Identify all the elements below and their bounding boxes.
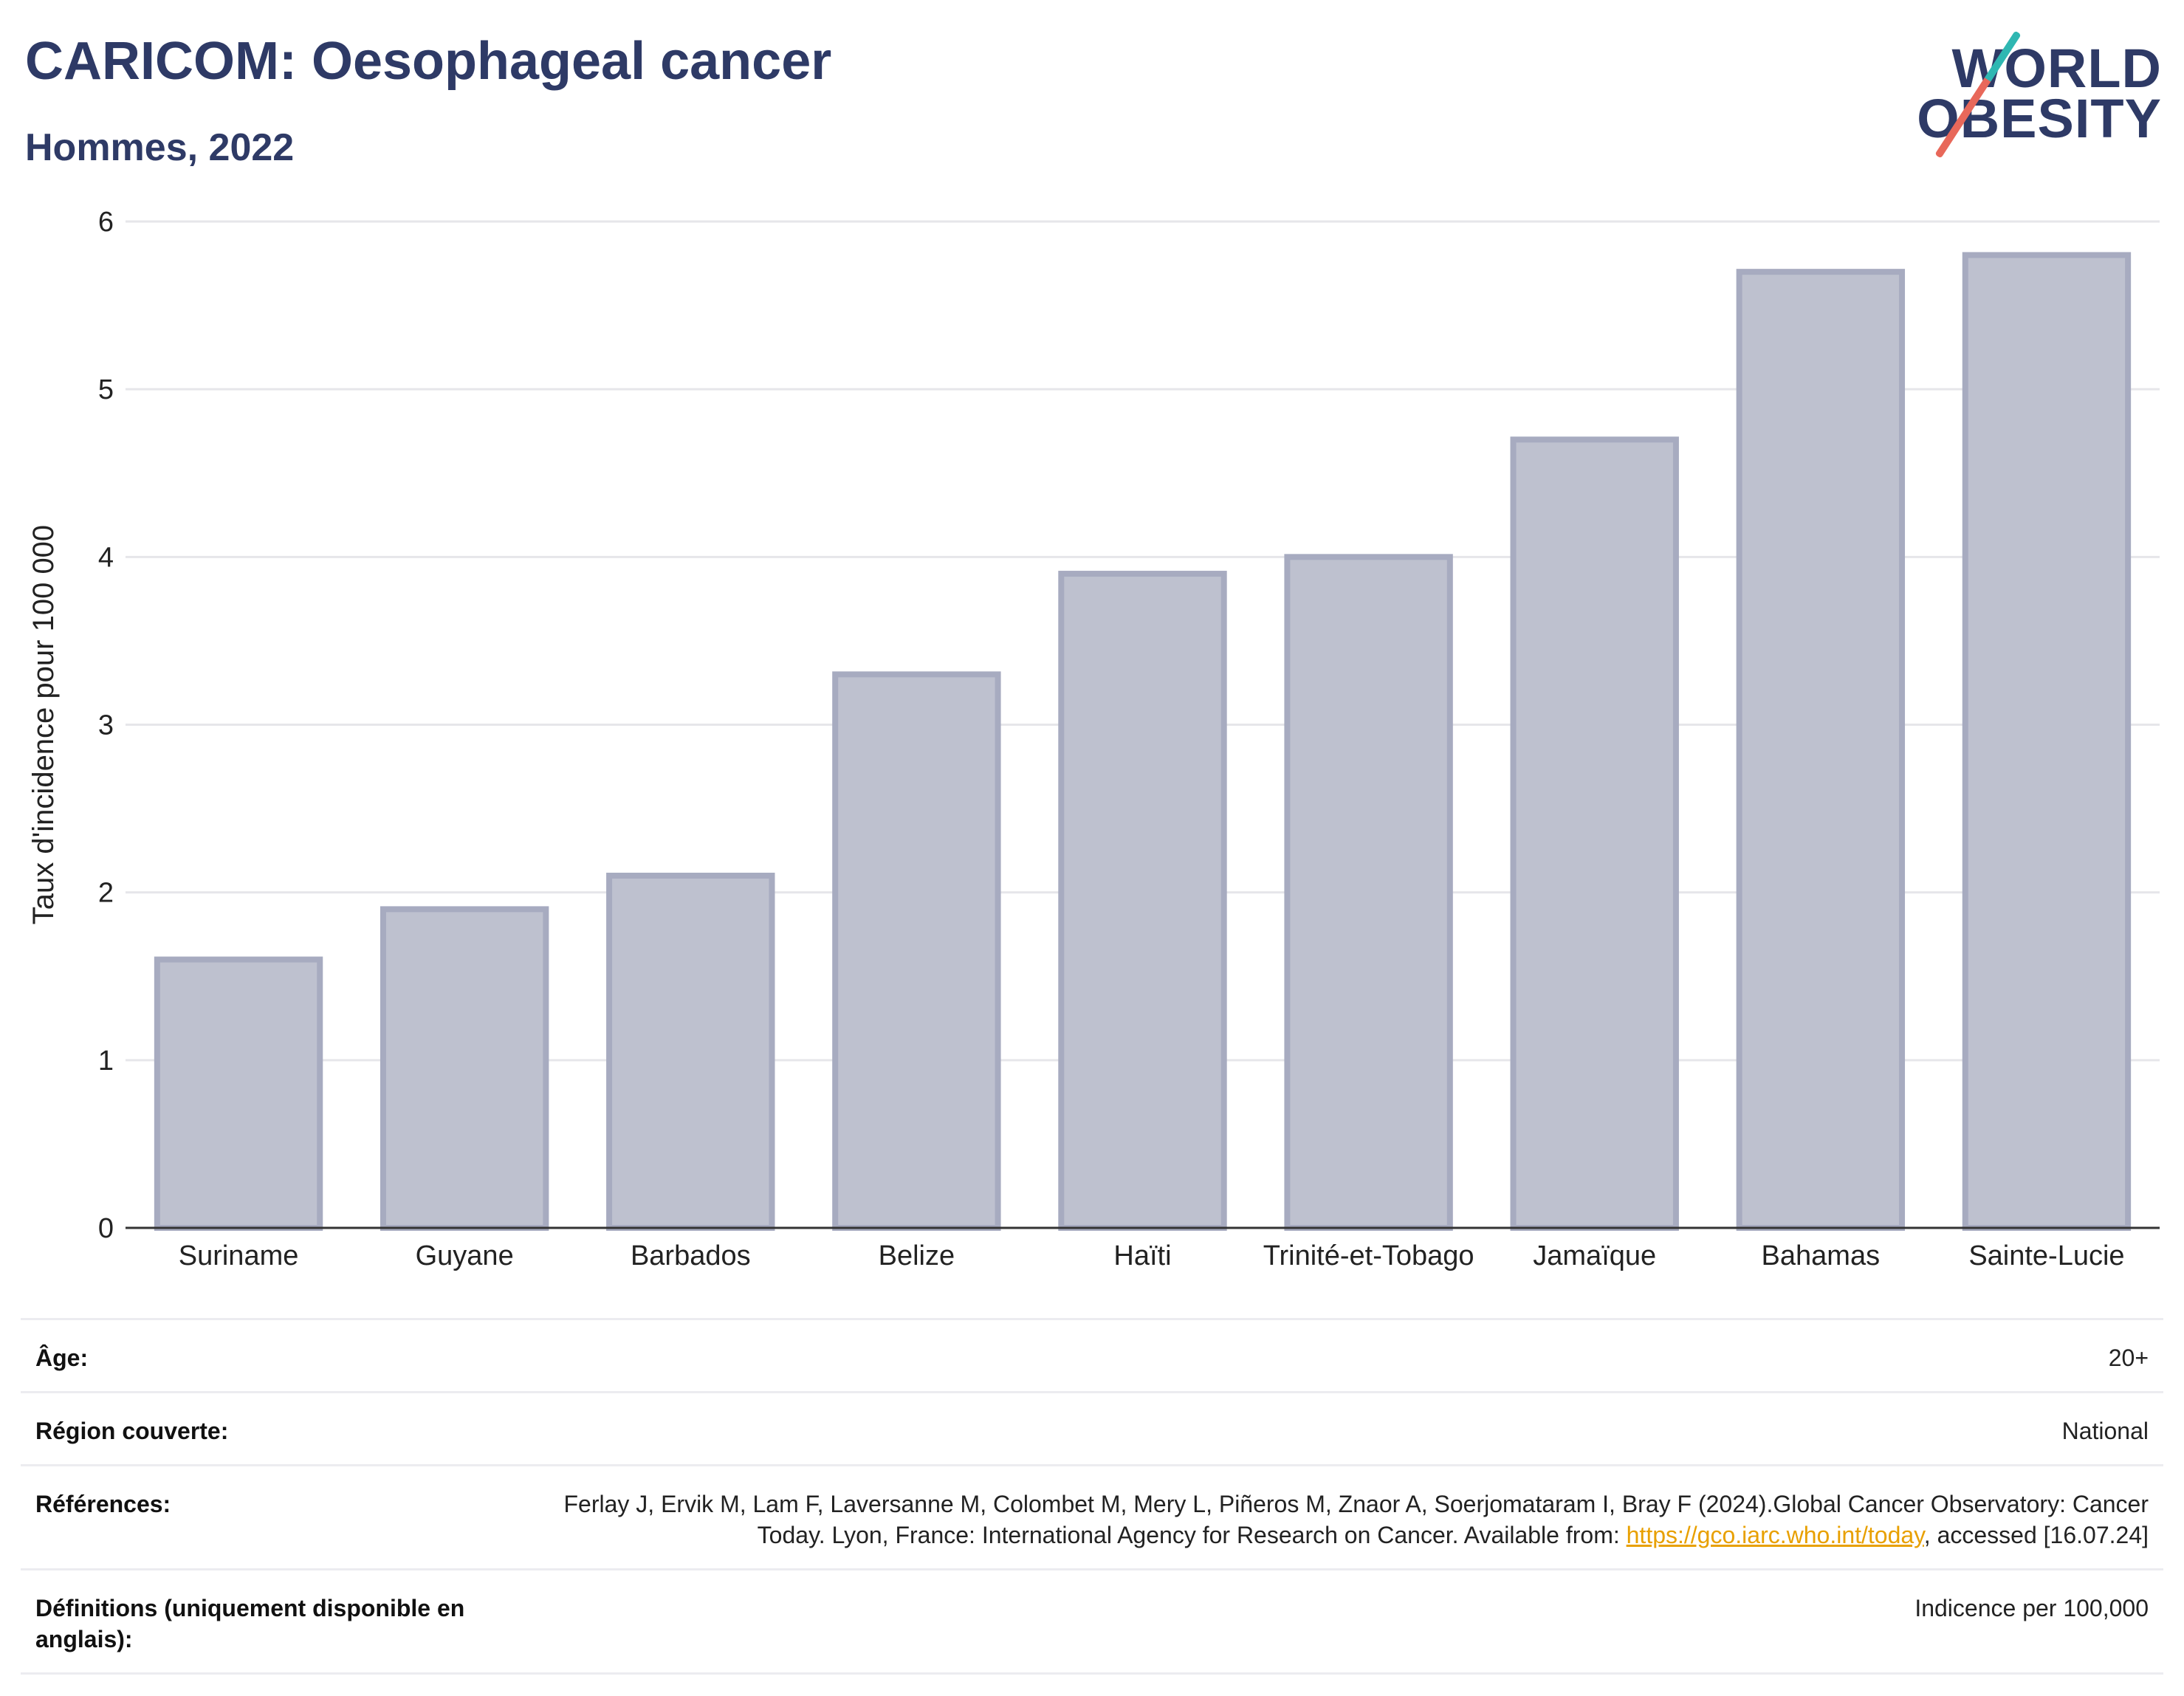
bar-chart: 0 1 2 3 4 5 6 Suriname Guyane Barbados Belize Haït… (27, 207, 2160, 1271)
references-value: Ferlay J, Ervik M, Lam F, Laversanne M, … (561, 1489, 2149, 1551)
x-tick-label: Bahamas (1762, 1240, 1881, 1271)
world-obesity-logo: WORLD OBESITY (1917, 21, 2171, 161)
x-tick-label: Suriname (179, 1240, 299, 1271)
references-label: Références: (35, 1491, 171, 1517)
chart-subtitle: Hommes, 2022 (25, 126, 295, 169)
region-value: National (2061, 1418, 2149, 1444)
bar-6 (1510, 436, 1679, 1231)
y-tick-label: 1 (98, 1046, 114, 1077)
y-tick-label: 4 (98, 542, 114, 573)
chart-title: CARICOM: Oesophageal cancer (25, 32, 832, 91)
age-value: 20+ (2108, 1345, 2149, 1371)
bar-3 (832, 671, 1001, 1231)
metadata-row-region: Région couverte: National (21, 1391, 2163, 1464)
x-tick-labels: Suriname Guyane Barbados Belize Haïti Trinité… (179, 1240, 2125, 1271)
y-axis-label: Taux d'incidence pour 100 000 (27, 525, 60, 924)
bar-7 (1736, 269, 1906, 1231)
x-tick-label: Trinité-et-Tobago (1263, 1240, 1474, 1271)
bar-8 (1962, 252, 2132, 1231)
y-tick-label: 2 (98, 878, 114, 909)
y-tick-label: 6 (98, 207, 114, 238)
metadata-row-age: Âge: 20+ (21, 1318, 2163, 1391)
references-link[interactable]: https://gco.iarc.who.int/today (1626, 1522, 1924, 1548)
y-tick-label: 0 (98, 1213, 114, 1244)
metadata-row-references: Références: Ferlay J, Ervik M, Lam F, La… (21, 1464, 2163, 1568)
x-tick-label: Guyane (416, 1240, 514, 1271)
bar-4 (1058, 571, 1227, 1231)
definitions-label: Définitions (uniquement disponible en an… (35, 1595, 465, 1652)
x-tick-label: Haïti (1113, 1240, 1171, 1271)
metadata-row-definitions: Définitions (uniquement disponible en an… (21, 1568, 2163, 1675)
y-tick-labels: 0 1 2 3 4 5 6 (98, 207, 114, 1244)
bar-2 (606, 872, 775, 1231)
x-tick-label: Jamaïque (1533, 1240, 1656, 1271)
bars (154, 252, 2132, 1231)
x-tick-label: Belize (879, 1240, 955, 1271)
y-tick-label: 5 (98, 374, 114, 405)
x-tick-label: Barbados (631, 1240, 751, 1271)
bar-5 (1284, 554, 1453, 1231)
bar-1 (380, 906, 549, 1231)
x-tick-label: Sainte-Lucie (1968, 1240, 2124, 1271)
references-text: Ferlay J, Ervik M, Lam F, Laversanne M, … (563, 1491, 2149, 1548)
definitions-value: Indicence per 100,000 (1915, 1595, 2149, 1621)
bar-0 (154, 956, 323, 1231)
references-accessed: , accessed [16.07.24] (1923, 1522, 2149, 1548)
region-label: Région couverte: (35, 1418, 229, 1444)
metadata-table: Âge: 20+ Région couverte: National Référ… (21, 1318, 2163, 1675)
y-tick-label: 3 (98, 710, 114, 741)
age-label: Âge: (35, 1345, 89, 1371)
